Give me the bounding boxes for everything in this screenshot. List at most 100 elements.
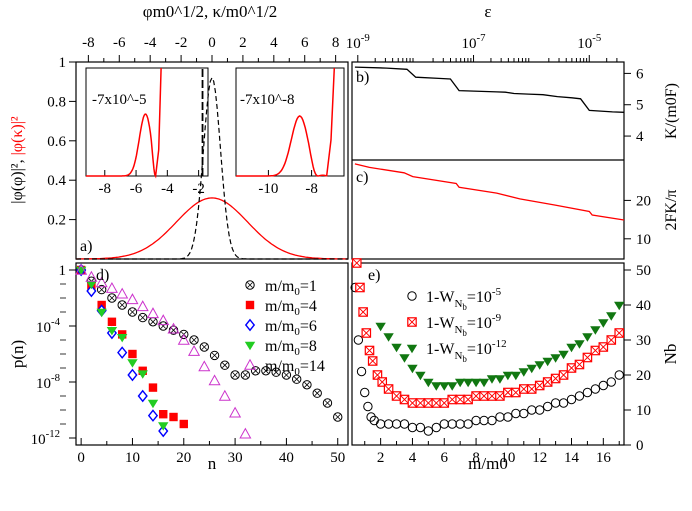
panel-b-curve bbox=[354, 66, 625, 113]
legend-text: m/m bbox=[265, 298, 295, 315]
legend-value: =8 bbox=[300, 338, 317, 355]
panel-e-y-tick-label: 20 bbox=[636, 368, 651, 384]
panel-e-point-s0 bbox=[503, 412, 513, 422]
panel-e-point-s2 bbox=[454, 378, 466, 388]
panel-d-point-s3 bbox=[96, 308, 107, 318]
panel-e-point-s1-cross bbox=[361, 328, 371, 338]
panel-d-legend-marker-0-cross bbox=[247, 282, 253, 288]
panel-a-y-tick-label: 0.8 bbox=[47, 94, 66, 110]
panel-d-point-s1 bbox=[128, 349, 137, 359]
panel-b-top-tick-label-base: 10 bbox=[462, 36, 477, 52]
panel-a-ylabel-red: |φ(κ)|² bbox=[9, 116, 26, 155]
panel-d-point-s1 bbox=[107, 317, 117, 326]
panel-d-point-s0 bbox=[291, 374, 302, 384]
panel-d-point-s0-cross bbox=[242, 372, 249, 378]
panel-e-legend-label-1: 1-WNb=10-9 bbox=[426, 312, 502, 338]
panel-a-top-tick-label: 0 bbox=[208, 35, 216, 51]
panel-e-point-s2 bbox=[526, 364, 537, 374]
panel-e-y-tick-label: 10 bbox=[636, 403, 651, 419]
panel-d-legend-label-4: m/m0=14 bbox=[265, 358, 325, 378]
panel-e-point-s1 bbox=[423, 398, 434, 408]
panel-d-point-s0-cross bbox=[201, 344, 208, 350]
panel-d-point-s3 bbox=[127, 359, 138, 368]
panel-e-point-s1 bbox=[606, 335, 617, 345]
panel-d-point-s2 bbox=[127, 368, 138, 382]
panel-d-point-s0 bbox=[138, 312, 148, 323]
panel-d-point-s4 bbox=[116, 287, 129, 299]
panel-d-point-s0-cross bbox=[129, 309, 136, 315]
panel-e-point-s1-cross bbox=[614, 328, 624, 338]
panel-d-point-s4 bbox=[177, 333, 190, 345]
panel-e-point-s0 bbox=[574, 391, 585, 401]
panel-a-top-tick-label: -4 bbox=[144, 35, 157, 51]
panel-e-point-s1 bbox=[364, 345, 375, 356]
panel-e-point-s1-cross bbox=[455, 394, 465, 405]
panel-e-point-s1-cross bbox=[407, 398, 417, 408]
panel-e-point-s0 bbox=[399, 419, 410, 429]
panel-d-x-tick-label: 20 bbox=[176, 450, 191, 466]
legend-part: -12 bbox=[492, 338, 507, 350]
panel-e-point-s0 bbox=[487, 415, 497, 426]
panel-d-point-s0-ring bbox=[240, 370, 251, 380]
inset-2-label: -7x10^-8 bbox=[240, 92, 295, 108]
panel-e-point-s1 bbox=[614, 328, 625, 338]
panel-d-point-s4 bbox=[167, 322, 180, 334]
panel-d-point-s0 bbox=[96, 284, 107, 295]
panel-e-ylabel: Nb bbox=[661, 344, 680, 365]
panel-d-point-s0 bbox=[312, 388, 322, 398]
panel-d-point-s0-cross bbox=[119, 302, 125, 308]
panel-d-point-s0 bbox=[127, 307, 138, 317]
panel-d-point-s0-cross bbox=[109, 295, 115, 301]
panel-a-top-tick-label: 6 bbox=[301, 35, 309, 51]
panel-e-point-s2 bbox=[431, 382, 442, 391]
panel-d-point-s0 bbox=[271, 367, 281, 377]
panel-e-frame bbox=[351, 262, 625, 446]
panel-e-point-s2 bbox=[582, 333, 593, 342]
panel-b-y-tick-label: 5 bbox=[636, 98, 644, 114]
panel-d-point-s4 bbox=[146, 307, 160, 319]
panel-e-point-s1 bbox=[487, 391, 497, 401]
panel-e-point-s0 bbox=[439, 419, 449, 429]
panel-e-point-s0 bbox=[527, 405, 537, 415]
panel-d-legend-label-3: m/m0=8 bbox=[265, 338, 317, 358]
panel-d-x-tick-label: 30 bbox=[228, 450, 243, 466]
panel-e-point-s0 bbox=[366, 412, 376, 422]
panel-d-point-s4 bbox=[229, 406, 242, 418]
panel-d-legend-label-2: m/m0=6 bbox=[265, 318, 317, 338]
panel-d-point-s0 bbox=[281, 370, 292, 380]
panel-d-point-s0-ring bbox=[96, 284, 107, 295]
legend-part: N bbox=[454, 350, 462, 362]
panel-d-y-tick-label: 1 bbox=[59, 263, 67, 279]
panel-a-top-tick-label: 2 bbox=[239, 35, 247, 51]
panel-e-point-s0 bbox=[353, 335, 364, 345]
panel-d-x-tick-label: 50 bbox=[330, 450, 345, 466]
panel-e-point-s0 bbox=[471, 415, 481, 426]
panel-d-point-s0-ring bbox=[127, 307, 138, 317]
panel-c-curve bbox=[354, 163, 625, 221]
panel-d-y-tick-label-base: 10 bbox=[36, 320, 51, 336]
legend-value: =1 bbox=[300, 278, 317, 295]
panel-e-point-s2 bbox=[423, 378, 434, 388]
panel-e-point-s1-cross bbox=[415, 398, 425, 408]
panel-e-point-s1-cross bbox=[582, 352, 592, 363]
panel-e-point-s1-cross bbox=[384, 384, 394, 394]
panel-e-point-s1-cross bbox=[479, 391, 489, 401]
panel-a-top-tick-label: -6 bbox=[113, 35, 126, 51]
panel-d-point-s3 bbox=[137, 370, 148, 379]
panel-e-point-s0 bbox=[375, 419, 386, 429]
panel-e-point-s0 bbox=[360, 387, 370, 398]
panel-b-label: b) bbox=[356, 69, 369, 86]
panel-e-point-s1 bbox=[542, 377, 553, 387]
legend-part: 1-W bbox=[426, 315, 455, 332]
panel-e-point-s1-cross bbox=[535, 380, 545, 391]
panel-e-point-s1-cross bbox=[598, 342, 608, 352]
panel-e-xlabel: m/m0 bbox=[468, 454, 508, 473]
panel-b-top-tick-label-exp: -7 bbox=[477, 32, 487, 44]
panel-e-point-s1-cross bbox=[574, 359, 585, 370]
panel-e-point-s2 bbox=[439, 382, 450, 391]
panel-e-point-s1 bbox=[471, 391, 481, 401]
panel-d-y-tick-label-exp: -12 bbox=[46, 428, 60, 440]
panel-e-point-s2 bbox=[606, 312, 617, 321]
panel-e-point-s0 bbox=[363, 401, 373, 412]
inset-1-red-curve bbox=[86, 67, 162, 179]
